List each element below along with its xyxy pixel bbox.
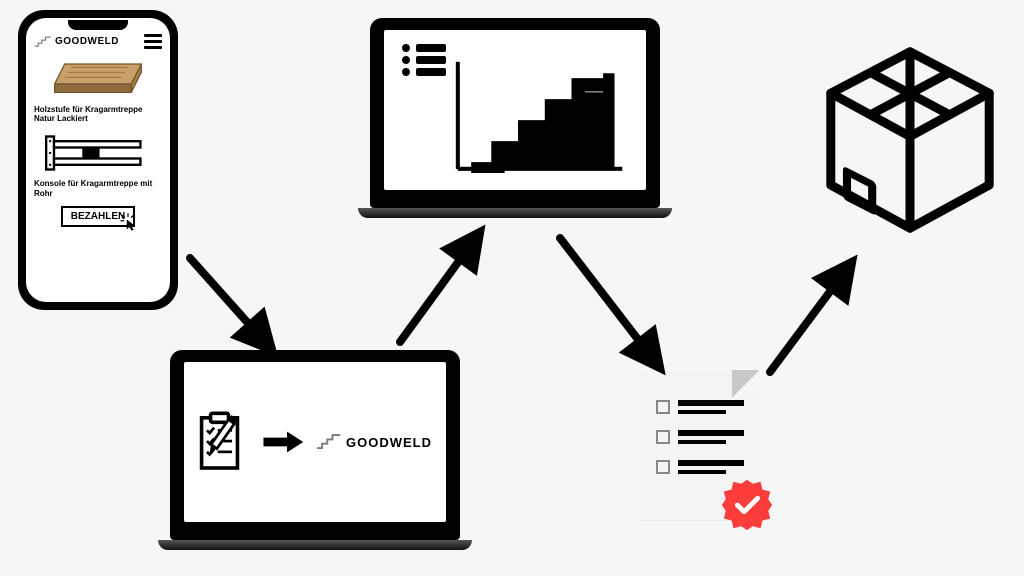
- flow-arrows: [0, 0, 1024, 576]
